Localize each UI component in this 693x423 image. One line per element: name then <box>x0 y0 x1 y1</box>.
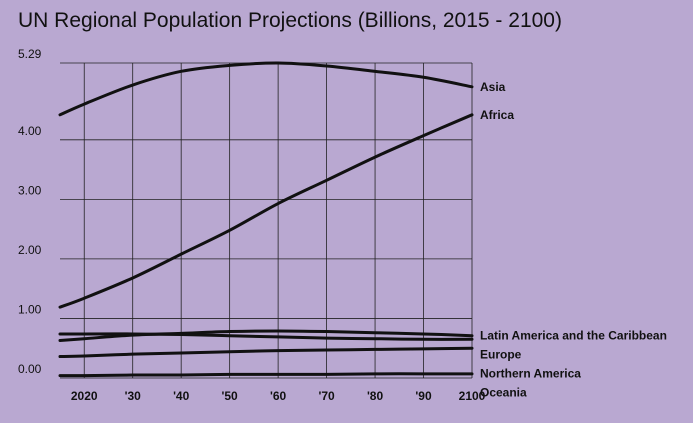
x-tick-label: 2020 <box>71 389 98 403</box>
series-line-northern-america <box>58 346 474 359</box>
series-label-asia: Asia <box>480 80 506 94</box>
x-tick-label: '80 <box>367 389 384 403</box>
y-tick-label: 4.00 <box>18 124 42 138</box>
series-line-oceania <box>58 372 474 378</box>
series-labels: Asia Africa Latin America and the Caribbea… <box>480 80 667 400</box>
x-axis-ticks: 2020 '30 '40 '50 '60 '70 '80 '90 2100 <box>71 389 486 403</box>
y-axis-ticks: 0.00 1.00 2.00 3.00 4.00 5.29 <box>18 47 42 376</box>
series-line-africa <box>58 113 474 309</box>
series-line-asia <box>58 61 474 117</box>
series-label-oceania: Oceania <box>480 386 527 400</box>
series-label-latin-america-and-the-caribbean: Latin America and the Caribbean <box>480 329 667 343</box>
series-label-africa: Africa <box>480 108 514 122</box>
chart-title: UN Regional Population Projections (Bill… <box>18 9 562 32</box>
y-tick-label: 5.29 <box>18 47 42 61</box>
series-lines <box>58 61 474 378</box>
x-tick-label: '40 <box>173 389 190 403</box>
x-tick-label: 2100 <box>459 389 486 403</box>
x-tick-label: '60 <box>270 389 287 403</box>
y-tick-label: 3.00 <box>18 183 42 197</box>
x-tick-label: '90 <box>415 389 432 403</box>
series-label-europe: Europe <box>480 348 522 362</box>
y-tick-label: 1.00 <box>18 302 42 316</box>
series-line-latin-america-and-the-caribbean <box>58 329 474 342</box>
series-line-europe <box>58 332 474 341</box>
y-tick-label: 0.00 <box>18 362 42 376</box>
y-tick-label: 2.00 <box>18 243 42 257</box>
x-tick-label: '70 <box>318 389 335 403</box>
x-tick-label: '30 <box>125 389 142 403</box>
x-tick-label: '50 <box>222 389 239 403</box>
series-label-northern-america: Northern America <box>480 367 581 381</box>
